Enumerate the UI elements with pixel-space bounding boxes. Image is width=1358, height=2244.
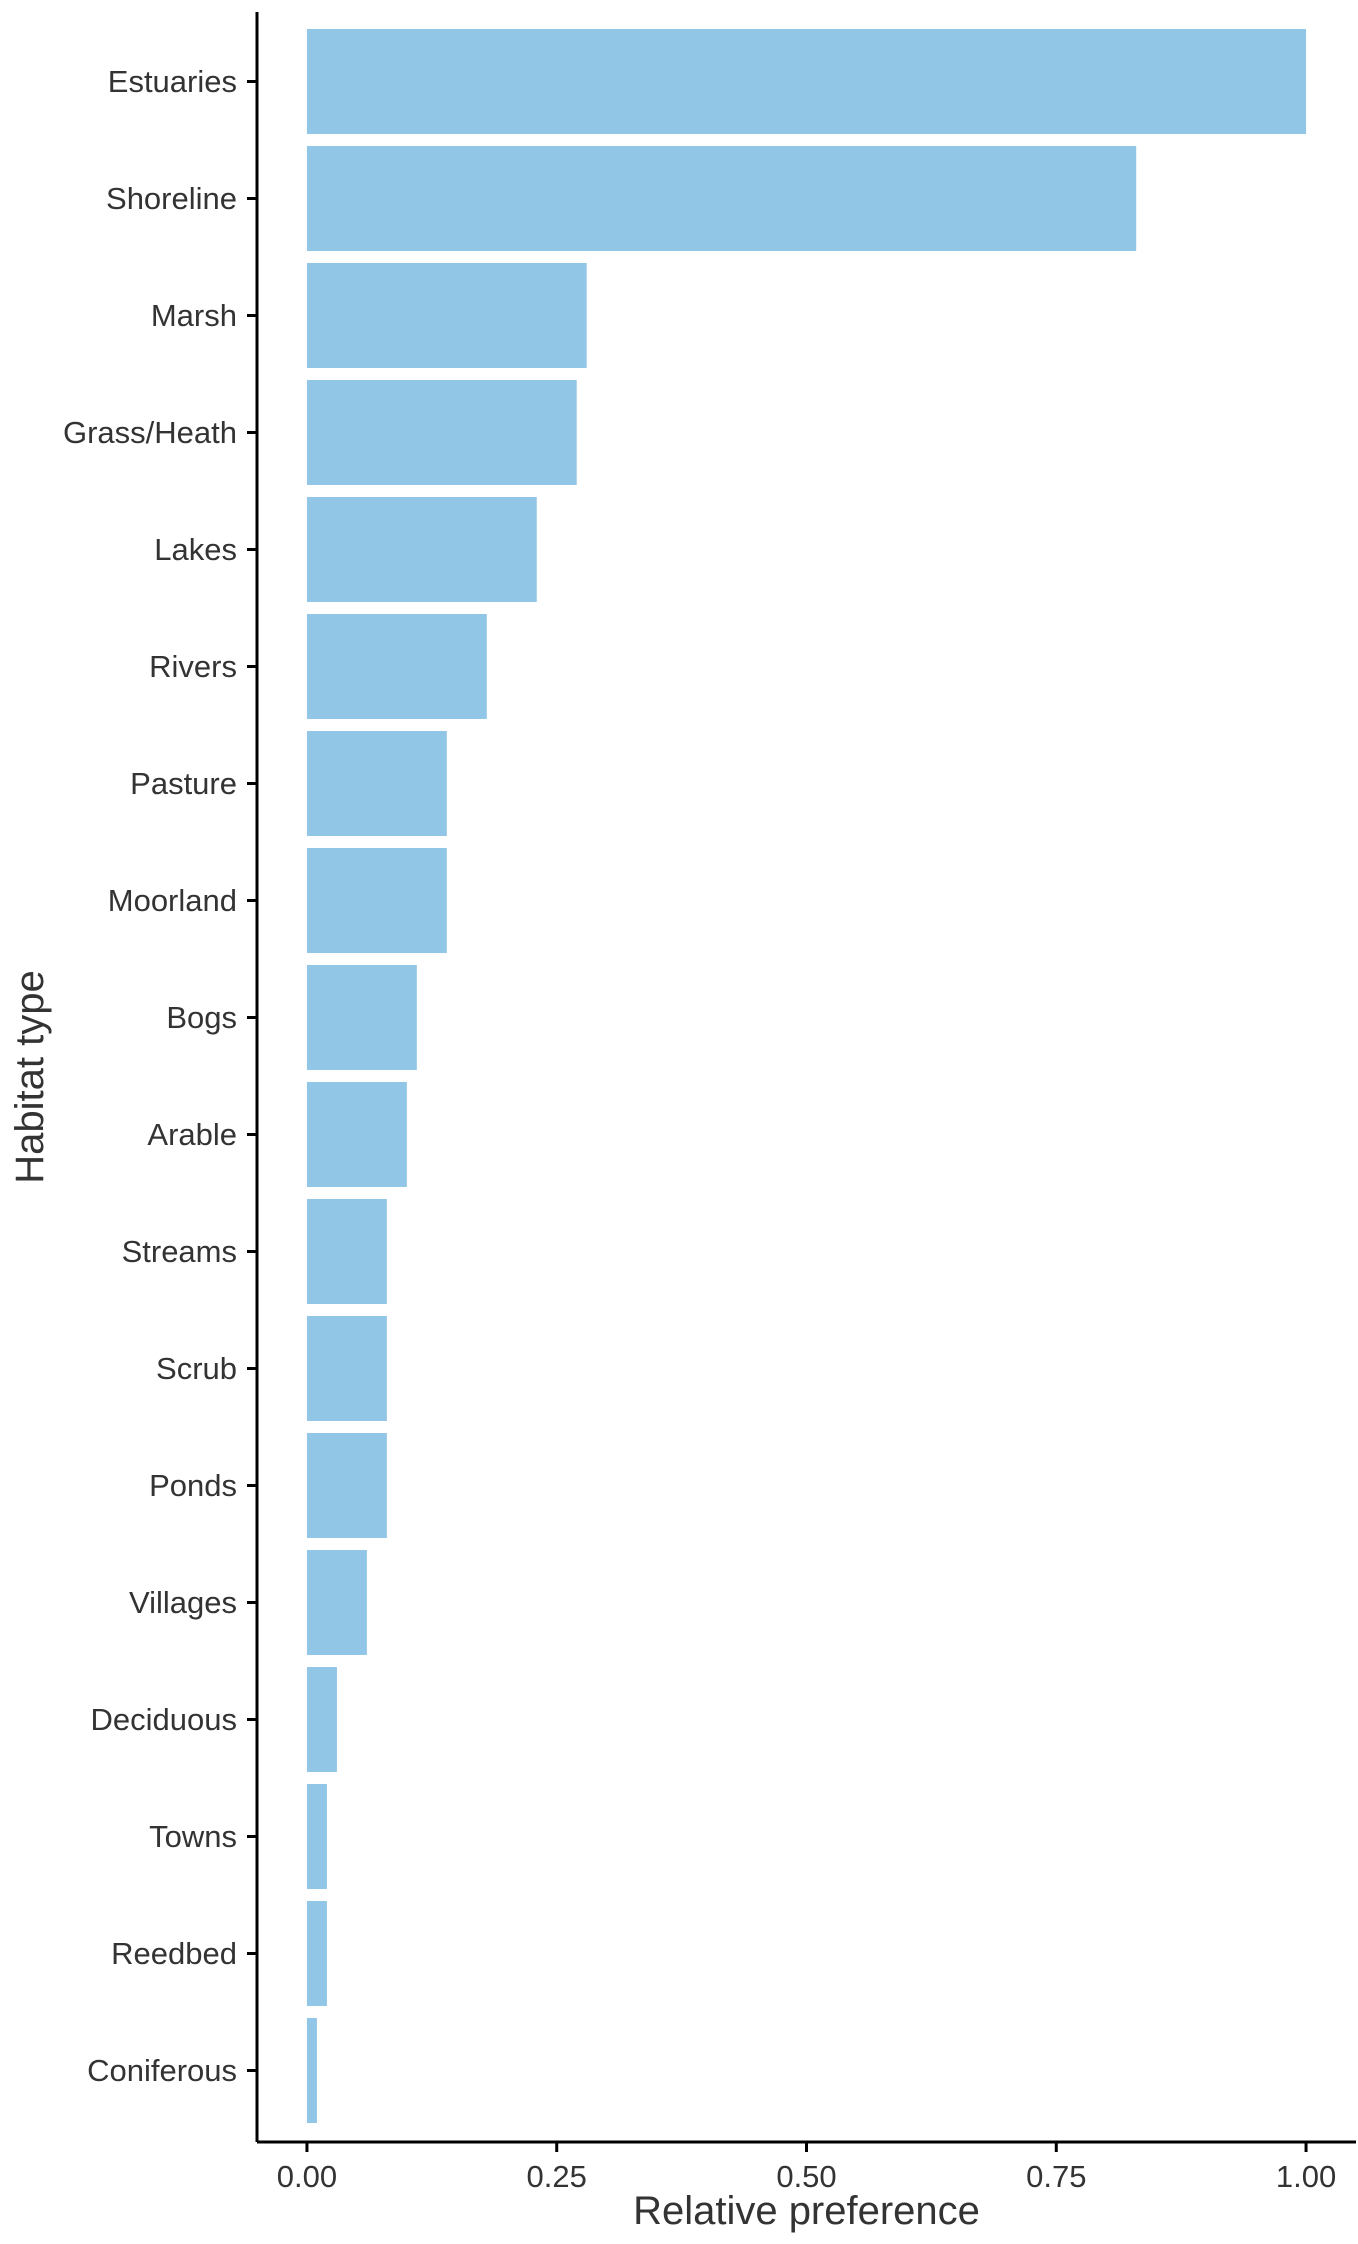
bar-streams [306,1199,387,1304]
bar-rivers [306,614,487,719]
x-axis-title: Relative preference [633,2189,980,2233]
y-tick-label: Pasture [130,766,237,801]
x-axis: 0.00 0.25 0.50 0.75 1.00 [257,2140,1356,2194]
y-tick-label: Scrub [156,1351,237,1386]
bar-arable [306,1082,407,1187]
bar-reedbed [306,1901,327,2006]
bar-pasture [306,731,447,836]
y-tick-label: Streams [122,1234,237,1269]
x-tick-label: 0.00 [277,2159,337,2194]
y-tick-label: Rivers [149,649,237,684]
bar-towns [306,1784,327,1889]
x-tick-label: 0.75 [1026,2159,1086,2194]
y-tick-label: Villages [129,1585,237,1620]
y-axis: Estuaries Shoreline Marsh Grass/Heath Lakes R… [63,12,259,2142]
y-tick-label: Grass/Heath [63,415,237,450]
bar-villages [306,1550,367,1655]
y-tick-label: Reedbed [111,1936,237,1971]
y-axis-title: Habitat type [8,970,52,1183]
y-tick-label: Deciduous [91,1702,237,1737]
bar-moorland [306,848,447,953]
y-tick-label: Shoreline [106,181,237,216]
bar-marsh [306,263,587,368]
y-tick-label: Arable [147,1117,237,1152]
bar-shoreline [306,146,1137,251]
y-tick-label: Ponds [149,1468,237,1503]
x-tick-label: 0.25 [527,2159,587,2194]
bar-ponds [306,1433,387,1538]
bar-bogs [306,965,417,1070]
bar-deciduous [306,1667,337,1772]
y-tick-label: Coniferous [87,2053,237,2088]
y-tick-label: Estuaries [108,64,237,99]
y-tick-label: Marsh [151,298,237,333]
bar-scrub [306,1316,387,1421]
bar-grass-heath [306,380,577,485]
y-tick-label: Moorland [108,883,237,918]
bars-group [306,29,1307,2123]
bar-estuaries [306,29,1307,134]
y-tick-label: Towns [149,1819,237,1854]
x-tick-label: 1.00 [1276,2159,1336,2194]
bar-coniferous [306,2018,317,2123]
x-tick-label: 0.50 [776,2159,836,2194]
bar-lakes [306,497,537,602]
y-tick-label: Lakes [154,532,237,567]
y-tick-label: Bogs [166,1000,237,1035]
